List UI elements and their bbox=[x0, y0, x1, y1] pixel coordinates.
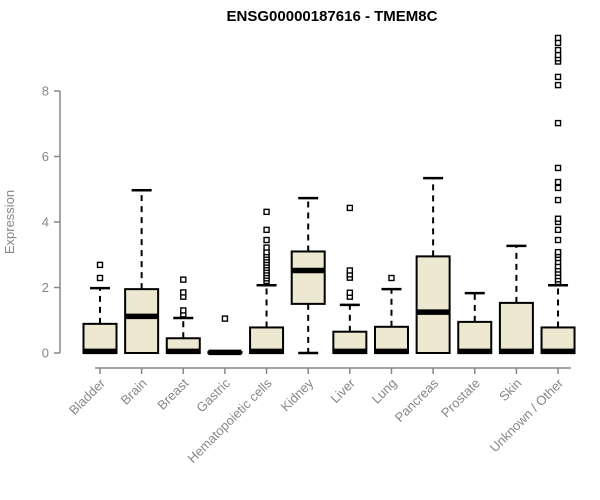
outlier-point-breast bbox=[180, 276, 187, 283]
outlier-point-hematopoietic-cells bbox=[263, 236, 270, 244]
box-kidney bbox=[290, 250, 326, 305]
y-axis-label: Expression bbox=[2, 190, 17, 254]
outlier-point-unknown-other bbox=[554, 248, 562, 256]
outlier-point-unknown-other bbox=[554, 81, 562, 89]
x-tick-label-lung: Lung bbox=[369, 376, 400, 407]
y-tick-label: 6 bbox=[42, 149, 49, 164]
outlier-point-unknown-other bbox=[554, 119, 562, 127]
outlier-point-liver bbox=[346, 289, 354, 296]
x-tick-label-prostate: Prostate bbox=[438, 376, 483, 421]
outlier-point-unknown-other bbox=[554, 164, 562, 172]
outlier-point-lung bbox=[388, 274, 395, 282]
outlier-point-breast bbox=[180, 307, 187, 314]
outlier-point-unknown-other bbox=[554, 236, 562, 244]
y-tick-label: 2 bbox=[42, 280, 49, 295]
x-tick-label-bladder: Bladder bbox=[66, 375, 109, 418]
x-tick-label-breast: Breast bbox=[154, 375, 191, 412]
box-bladder bbox=[82, 322, 118, 355]
x-tick-label-brain: Brain bbox=[118, 376, 150, 408]
outlier-point-breast bbox=[180, 289, 187, 296]
outlier-point-hematopoietic-cells bbox=[263, 226, 270, 234]
x-tick-label-liver: Liver bbox=[327, 375, 358, 406]
y-tick-label: 8 bbox=[42, 84, 49, 99]
outlier-point-hematopoietic-cells bbox=[263, 208, 270, 216]
outlier-point-unknown-other bbox=[554, 184, 562, 192]
outlier-point-bladder bbox=[96, 261, 104, 269]
outlier-point-unknown-other bbox=[554, 226, 562, 234]
y-tick-label: 0 bbox=[42, 346, 49, 361]
outlier-point-liver bbox=[346, 267, 354, 274]
x-tick-label-gastric: Gastric bbox=[193, 375, 233, 415]
outlier-point-unknown-other bbox=[554, 73, 562, 81]
outlier-point-gastric bbox=[221, 315, 229, 322]
box-brain bbox=[124, 288, 160, 355]
x-tick-label-unknown-other: Unknown / Other bbox=[487, 375, 567, 455]
outlier-point-bladder bbox=[96, 274, 104, 282]
outlier-point-unknown-other bbox=[554, 46, 562, 54]
outlier-point-unknown-other bbox=[554, 34, 562, 42]
y-tick-label: 4 bbox=[42, 215, 49, 230]
outlier-point-unknown-other bbox=[554, 215, 562, 222]
chart-title: ENSG00000187616 - TMEM8C bbox=[227, 8, 438, 25]
box-pancreas bbox=[415, 255, 451, 355]
outlier-point-unknown-other bbox=[554, 196, 562, 204]
outlier-point-liver bbox=[346, 204, 354, 212]
x-tick-label-kidney: Kidney bbox=[278, 375, 317, 414]
box-prostate bbox=[457, 320, 493, 355]
outlier-point-hematopoietic-cells bbox=[263, 244, 270, 251]
box-skin bbox=[498, 301, 534, 354]
x-tick-label-pancreas: Pancreas bbox=[392, 375, 442, 425]
x-tick-label-skin: Skin bbox=[496, 376, 524, 404]
outlier-point-unknown-other bbox=[554, 178, 562, 186]
